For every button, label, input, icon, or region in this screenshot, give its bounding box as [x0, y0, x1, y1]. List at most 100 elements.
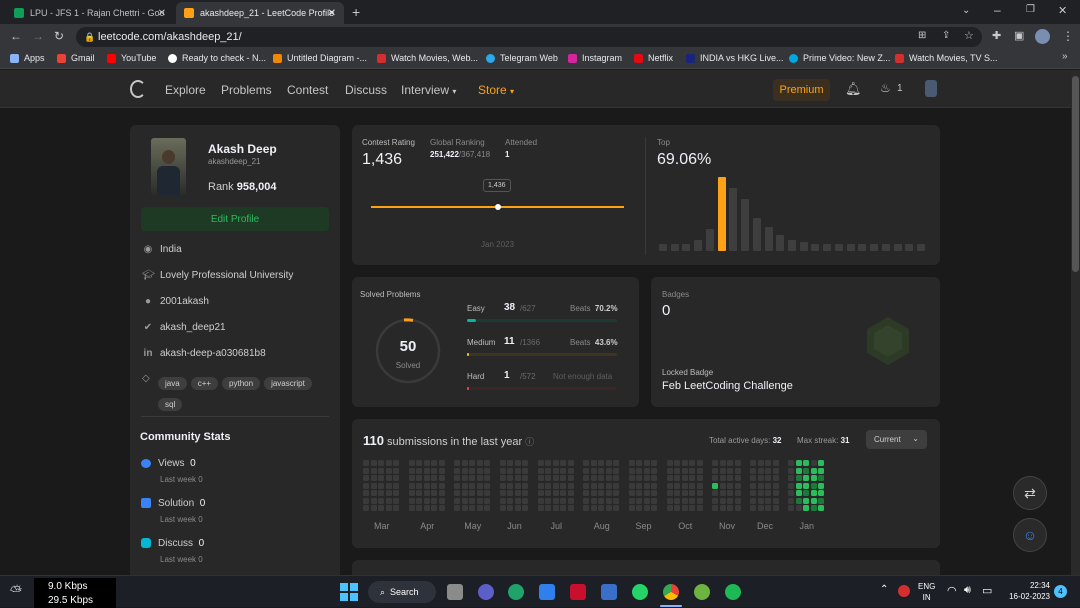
heatmap-cell[interactable]	[507, 467, 513, 474]
heatmap-cell[interactable]	[560, 460, 566, 466]
heatmap-cell[interactable]	[363, 460, 369, 466]
heatmap-cell[interactable]	[613, 505, 619, 511]
heatmap-cell[interactable]	[363, 505, 369, 511]
heatmap-cell[interactable]	[757, 497, 764, 504]
heatmap-cell[interactable]	[461, 505, 468, 511]
windows-start-icon[interactable]	[340, 583, 358, 601]
switch-layout-icon[interactable]: ⇄	[1013, 476, 1047, 510]
heatmap-cell[interactable]	[363, 467, 369, 474]
heatmap-cell[interactable]	[772, 475, 779, 481]
maximize-icon[interactable]: ❐	[1026, 4, 1035, 15]
heatmap-cell[interactable]	[712, 490, 718, 496]
heatmap-cell[interactable]	[719, 497, 726, 504]
heatmap-cell[interactable]	[598, 460, 604, 466]
heatmap-cell[interactable]	[689, 490, 695, 496]
heatmap-cell[interactable]	[636, 460, 642, 466]
heatmap-cell[interactable]	[469, 467, 475, 474]
heatmap-cell[interactable]	[583, 482, 589, 489]
heatmap-cell[interactable]	[484, 460, 490, 466]
heatmap-cell[interactable]	[757, 475, 764, 481]
heatmap-cell[interactable]	[590, 475, 597, 481]
heatmap-cell[interactable]	[469, 482, 475, 489]
heatmap-cell[interactable]	[681, 475, 688, 481]
heatmap-cell[interactable]	[696, 490, 703, 496]
heatmap-cell[interactable]	[476, 490, 483, 496]
window-close-icon[interactable]: ✕	[1058, 5, 1068, 17]
heatmap-cell[interactable]	[788, 490, 794, 496]
heatmap-cell[interactable]	[431, 490, 437, 496]
heatmap-cell[interactable]	[552, 505, 559, 511]
heatmap-cell[interactable]	[522, 482, 528, 489]
heatmap-cell[interactable]	[567, 467, 574, 474]
nav-explore[interactable]: Explore	[165, 83, 206, 97]
heatmap-cell[interactable]	[583, 475, 589, 481]
nav-discuss[interactable]: Discuss	[345, 83, 388, 97]
heatmap-cell[interactable]	[696, 460, 703, 466]
heatmap-cell[interactable]	[788, 505, 794, 511]
heatmap-cell[interactable]	[765, 505, 771, 511]
heatmap-cell[interactable]	[772, 490, 779, 496]
heatmap-cell[interactable]	[552, 482, 559, 489]
heatmap-cell[interactable]	[734, 505, 741, 511]
heatmap-cell[interactable]	[454, 482, 460, 489]
heatmap-cell[interactable]	[681, 467, 688, 474]
heatmap-cell[interactable]	[423, 505, 430, 511]
heatmap-cell[interactable]	[378, 490, 384, 496]
heatmap-cell[interactable]	[666, 475, 673, 481]
heatmap-cell[interactable]	[416, 505, 422, 511]
heatmap-cell[interactable]	[598, 482, 604, 489]
heatmap-cell[interactable]	[666, 460, 673, 466]
heatmap-cell[interactable]	[545, 460, 551, 466]
user-avatar[interactable]	[925, 80, 937, 97]
heatmap-cell[interactable]	[416, 490, 422, 496]
heatmap-cell[interactable]	[643, 475, 650, 481]
heatmap-cell[interactable]	[605, 482, 612, 489]
heatmap-cell[interactable]	[393, 497, 399, 504]
heatmap-cell[interactable]	[605, 505, 612, 511]
heatmap-cell[interactable]	[628, 475, 635, 481]
heatmap-cell[interactable]	[560, 482, 566, 489]
reload-icon[interactable]: ↻	[54, 29, 65, 43]
heatmap-cell[interactable]	[423, 490, 430, 496]
heatmap-cell[interactable]	[370, 460, 377, 466]
heatmap-cell[interactable]	[385, 490, 392, 496]
bookmark-telegram[interactable]: Telegram Web	[486, 53, 558, 63]
heatmap-cell[interactable]	[507, 490, 513, 496]
heatmap-cell[interactable]	[476, 497, 483, 504]
heatmap-cell[interactable]	[438, 490, 445, 496]
heatmap-cell[interactable]	[712, 460, 718, 466]
bookmark-instagram[interactable]: Instagram	[568, 53, 622, 63]
heatmap-cell[interactable]	[765, 482, 771, 489]
heatmap-cell[interactable]	[681, 505, 688, 511]
heatmap-cell[interactable]	[810, 497, 817, 504]
heatmap-cell[interactable]	[378, 482, 384, 489]
edit-profile-button[interactable]: Edit Profile	[141, 207, 329, 231]
heatmap-cell[interactable]	[567, 482, 574, 489]
heatmap-cell[interactable]	[818, 467, 824, 474]
heatmap-cell[interactable]	[681, 497, 688, 504]
heatmap-cell[interactable]	[727, 467, 733, 474]
heatmap-cell[interactable]	[636, 490, 642, 496]
heatmap-cell[interactable]	[567, 460, 574, 466]
heatmap-cell[interactable]	[560, 475, 566, 481]
heatmap-cell[interactable]	[750, 482, 756, 489]
heatmap-cell[interactable]	[818, 490, 824, 496]
mcafee-icon[interactable]	[570, 584, 586, 600]
heatmap-cell[interactable]	[727, 505, 733, 511]
heatmap-cell[interactable]	[818, 497, 824, 504]
heatmap-cell[interactable]	[719, 475, 726, 481]
heatmap-cell[interactable]	[613, 490, 619, 496]
heatmap-cell[interactable]	[537, 460, 544, 466]
heatmap-cell[interactable]	[765, 497, 771, 504]
leetcode-logo-icon[interactable]	[130, 80, 146, 98]
heatmap-cell[interactable]	[431, 505, 437, 511]
heatmap-cell[interactable]	[378, 475, 384, 481]
heatmap-cell[interactable]	[727, 475, 733, 481]
heatmap-cell[interactable]	[712, 467, 718, 474]
heatmap-cell[interactable]	[772, 460, 779, 466]
heatmap-cell[interactable]	[385, 505, 392, 511]
heatmap-cell[interactable]	[476, 467, 483, 474]
heatmap-cell[interactable]	[438, 482, 445, 489]
heatmap-cell[interactable]	[522, 475, 528, 481]
heatmap-cell[interactable]	[795, 505, 802, 511]
